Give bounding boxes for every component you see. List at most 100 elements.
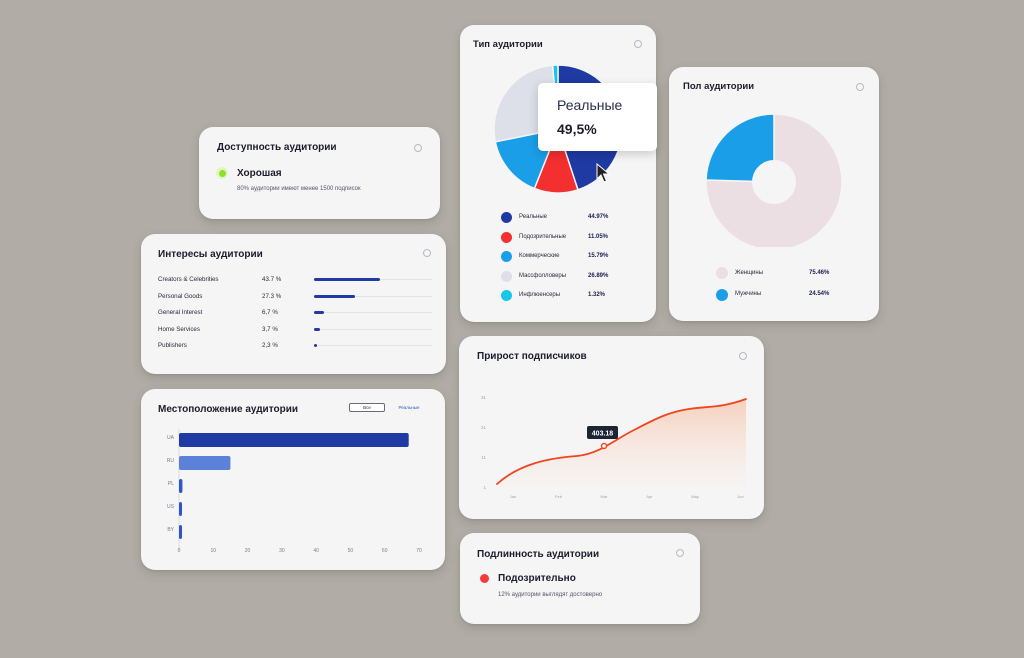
- interest-track: [314, 312, 432, 313]
- location-category-label: US: [167, 504, 175, 510]
- audience-type-legend-label: Массфолловеры: [519, 272, 567, 279]
- interest-value: 27.3 %: [262, 292, 282, 300]
- audience-type-legend-label: Инфлюенсеры: [519, 292, 561, 298]
- location-category-label: BY: [167, 527, 174, 533]
- location-x-tick: 10: [211, 548, 217, 554]
- interest-label: Publishers: [158, 342, 187, 349]
- gender-title: Пол аудитории: [683, 81, 755, 92]
- interest-bar: [314, 311, 324, 314]
- audience-type-legend-dot: [501, 231, 512, 243]
- gender-select-radio[interactable]: [856, 83, 864, 91]
- location-x-tick: 50: [348, 548, 354, 554]
- availability-select-radio[interactable]: [414, 144, 422, 152]
- growth-y-tick: 21: [481, 425, 487, 430]
- audience-type-legend-dot: [501, 212, 512, 223]
- authenticity-card: Подлинность аудитории Подозрительно 12% …: [460, 533, 700, 624]
- location-tab-real[interactable]: Реальные: [391, 403, 427, 412]
- audience-type-tooltip-value: 49,5%: [557, 121, 597, 137]
- authenticity-select-radio[interactable]: [676, 549, 684, 557]
- gender-legend-value: 75.46%: [809, 269, 830, 276]
- interest-value: 43.7 %: [262, 276, 282, 283]
- location-bar: [179, 433, 409, 447]
- growth-tooltip-box: [587, 426, 618, 439]
- growth-area-fill: [497, 399, 746, 488]
- authenticity-description: 12% аудитории выглядят достоверно: [498, 592, 603, 598]
- gender-legend-label: Мужчины: [735, 291, 762, 297]
- growth-x-tick: Mar: [601, 494, 609, 499]
- growth-x-tick: Jun: [737, 494, 743, 499]
- interest-bar: [314, 294, 355, 298]
- audience-type-legend-value: 1.32%: [588, 292, 606, 298]
- location-x-tick: 30: [279, 548, 285, 554]
- interests-select-radio[interactable]: [423, 249, 431, 257]
- location-bar: [179, 502, 182, 516]
- growth-y-tick: 31: [481, 395, 487, 400]
- audience-type-legend-label: Коммерческие: [519, 253, 560, 259]
- interest-value: 3,7 %: [262, 325, 278, 333]
- growth-card: Прирост подписчиков 31 21 11 1 Jan Feb Mar Apr M…: [459, 336, 764, 519]
- interest-label: General Interest: [158, 309, 203, 316]
- interest-track: [314, 345, 432, 346]
- growth-line: [496, 398, 747, 485]
- gender-slice: [705, 113, 775, 183]
- interest-track: [314, 295, 432, 297]
- interest-label: Creators & Celebrities: [158, 276, 219, 283]
- availability-title: Доступность аудитории: [217, 142, 337, 153]
- audience-type-legend-value: 26.89%: [588, 272, 609, 279]
- audience-type-legend-value: 11.05%: [588, 233, 609, 240]
- interest-bar: [314, 278, 380, 281]
- availability-status-dot-inner: [218, 169, 226, 177]
- availability-status: Хорошая: [237, 168, 282, 179]
- growth-title: Прирост подписчиков: [477, 351, 587, 362]
- interest-value: 6,7 %: [262, 309, 278, 316]
- growth-x-tick: Feb: [555, 494, 563, 499]
- gender-card: Пол аудитории Женщины 75.46% Мужчины 24.54%: [669, 67, 879, 321]
- interest-track: [314, 328, 432, 330]
- gender-donut-chart: [705, 113, 843, 247]
- location-tab-all[interactable]: Все: [349, 403, 385, 412]
- gender-donut-hole: [752, 160, 796, 204]
- location-card: Местоположение аудитории Все Реальные UA…: [141, 389, 445, 570]
- growth-tooltip: 403.18: [587, 426, 618, 439]
- location-category-label: PL: [168, 481, 174, 487]
- location-tab-real-label: Реальные: [398, 405, 420, 410]
- growth-x-tick: May: [691, 494, 699, 499]
- audience-type-tooltip: Реальные 49,5%: [538, 83, 657, 151]
- location-bar-chart: UA RU PL US BY 0 10 20 30 40 50 60 70: [167, 429, 422, 554]
- growth-point-marker: [600, 442, 608, 450]
- gender-legend-value: 24.54%: [809, 291, 830, 297]
- audience-type-legend-value: 15.79%: [588, 253, 609, 259]
- growth-x-tick: Jan: [510, 494, 516, 499]
- location-bar: [179, 456, 231, 470]
- gender-legend-label: Женщины: [735, 269, 764, 276]
- interest-value: 2,3 %: [262, 342, 278, 349]
- location-tab-all-label: Все: [363, 405, 371, 410]
- audience-type-legend-value: 44.97%: [588, 214, 609, 220]
- authenticity-title: Подлинность аудитории: [477, 549, 600, 560]
- availability-description: 80% аудитории имеют менее 1500 подписок: [237, 186, 361, 192]
- location-title: Местоположение аудитории: [158, 404, 298, 415]
- location-category-label: UA: [167, 435, 175, 441]
- interest-label: Personal Goods: [158, 292, 203, 300]
- audience-type-legend-label: Реальные: [519, 214, 548, 220]
- location-x-tick: 20: [245, 548, 251, 554]
- growth-select-radio[interactable]: [739, 352, 747, 360]
- growth-y-tick: 1: [483, 485, 486, 490]
- location-x-tick: 70: [416, 548, 422, 554]
- audience-type-select-radio[interactable]: [634, 40, 642, 48]
- interest-label: Home Services: [158, 325, 200, 333]
- growth-x-tick: Apr: [646, 494, 653, 499]
- audience-type-legend-dot: [501, 270, 512, 282]
- audience-type-tooltip-label: Реальные: [557, 97, 623, 113]
- interests-card: Интересы аудитории Creators & Celebritie…: [141, 234, 446, 374]
- gender-slice: [705, 113, 843, 247]
- audience-type-legend-dot: [501, 251, 512, 262]
- growth-y-tick: 11: [481, 455, 486, 460]
- location-x-tick: 60: [382, 548, 388, 554]
- growth-tooltip-value: 403.18: [592, 431, 614, 438]
- cursor-icon: [596, 163, 611, 183]
- gender-legend-dot: [716, 288, 728, 301]
- location-category-label: RU: [167, 458, 175, 464]
- location-x-tick: 0: [178, 548, 181, 554]
